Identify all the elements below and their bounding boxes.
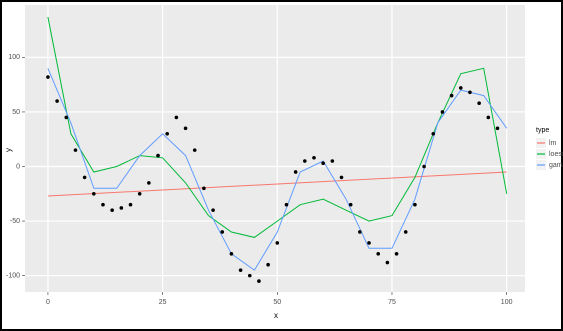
data-point: [229, 252, 234, 256]
data-point: [303, 159, 307, 163]
data-point: [128, 202, 133, 207]
x-tick-label: 50: [273, 299, 281, 306]
data-point: [293, 170, 298, 174]
y-tick-label: 50: [12, 109, 20, 116]
x-tick-label: 0: [46, 299, 50, 306]
data-point: [247, 273, 252, 278]
data-point: [202, 186, 206, 191]
data-point: [431, 131, 436, 136]
x-axis-title: x: [274, 311, 278, 320]
data-point: [449, 93, 454, 98]
data-point: [73, 148, 78, 152]
data-point: [46, 75, 50, 79]
data-point: [385, 260, 390, 265]
x-tick-label: 25: [159, 299, 167, 306]
data-point: [119, 206, 124, 210]
fit-line: [47, 68, 508, 271]
legend-title: type: [536, 127, 549, 134]
y-axis-title: y: [4, 148, 13, 152]
legend-label: loess: [549, 151, 563, 158]
data-point: [440, 110, 445, 114]
y-tick-label: -100: [6, 272, 20, 279]
data-point: [348, 202, 353, 207]
data-point: [495, 126, 500, 131]
data-point: [174, 115, 179, 120]
data-point: [403, 230, 408, 234]
data-point: [101, 202, 105, 207]
data-point: [211, 208, 215, 212]
plot-panel: [25, 5, 525, 292]
data-point: [422, 164, 426, 169]
legend-label: gam: [549, 162, 563, 169]
fit-line: [47, 16, 508, 238]
data-point: [64, 115, 69, 120]
data-point: [321, 161, 325, 166]
data-point: [339, 175, 344, 180]
data-point: [156, 153, 160, 158]
data-point: [394, 252, 399, 256]
x-tick-label: 75: [388, 299, 396, 306]
data-point: [110, 208, 114, 212]
data-point: [330, 159, 335, 163]
data-point: [275, 241, 280, 245]
data-point: [458, 86, 463, 90]
data-point: [257, 279, 261, 283]
data-point: [165, 131, 170, 136]
data-point: [92, 191, 96, 196]
data-point: [147, 181, 151, 185]
data-point: [284, 202, 289, 207]
data-point: [220, 230, 225, 234]
data-point: [238, 268, 243, 272]
y-tick-label: -50: [10, 218, 20, 225]
data-point: [137, 191, 142, 196]
data-point: [55, 99, 59, 103]
data-point: [266, 262, 270, 267]
data-point: [468, 90, 472, 95]
data-point: [367, 241, 371, 245]
data-point: [358, 230, 362, 234]
data-point: [312, 155, 316, 160]
y-tick-label: 100: [8, 54, 20, 61]
data-point: [376, 252, 381, 256]
data-point: [82, 175, 87, 180]
y-tick-label: 0: [16, 163, 20, 170]
data-point: [486, 115, 491, 120]
data-point: [192, 148, 197, 152]
data-point: [183, 126, 188, 131]
data-point: [413, 202, 417, 207]
data-point: [477, 101, 481, 106]
x-tick-label: 100: [501, 299, 513, 306]
legend-label: lm: [549, 140, 557, 147]
fit-line: [47, 171, 507, 197]
